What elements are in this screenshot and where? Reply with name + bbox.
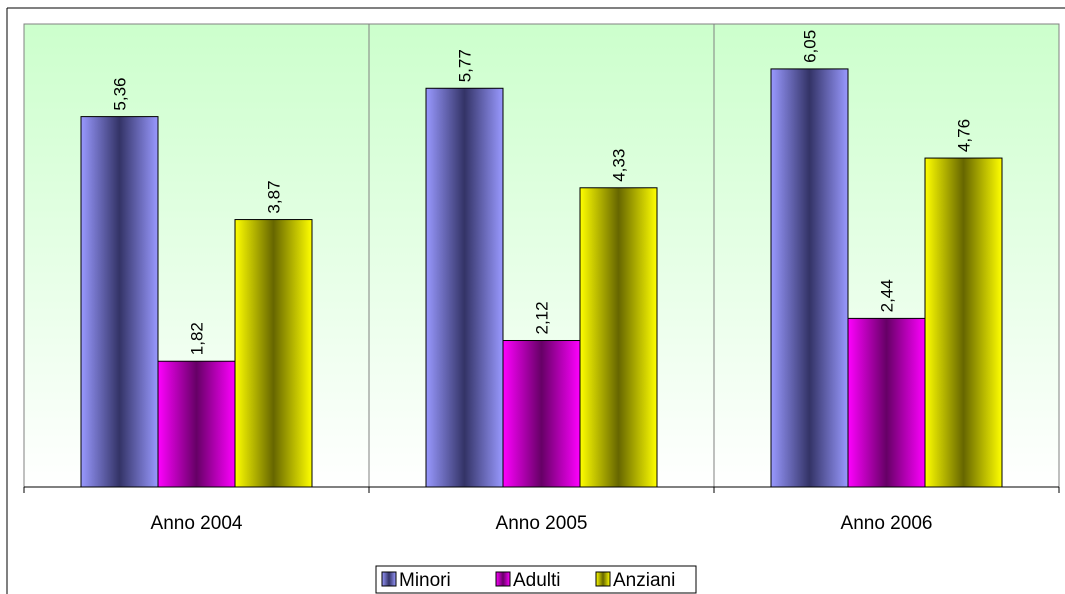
x-tick-label: Anno 2004 (151, 513, 243, 534)
bar-adulti-1 (157, 360, 236, 488)
bar-minori-3 (770, 68, 849, 488)
data-label-anziani-3: 4,76 (955, 119, 974, 152)
bar-anziani-2 (579, 187, 658, 488)
legend-label-adulti: Adulti (513, 570, 561, 591)
bar-anziani-1 (234, 219, 313, 488)
legend-label-minori: Minori (399, 570, 451, 591)
legend-swatch-anziani (595, 571, 611, 587)
x-tick-label: Anno 2006 (841, 513, 933, 534)
data-label-minori-3: 6,05 (801, 30, 820, 63)
data-label-adulti-3: 2,44 (878, 279, 897, 312)
legend-box (375, 565, 697, 594)
data-label-adulti-1: 1,82 (188, 322, 207, 355)
bar-minori-1 (80, 116, 159, 488)
bars (80, 68, 1003, 488)
data-label-adulti-2: 2,12 (533, 301, 552, 334)
bar-adulti-2 (502, 339, 581, 488)
x-tick-label: Anno 2005 (496, 513, 588, 534)
legend-label-anziani: Anziani (613, 570, 675, 591)
legend: Minori Adulti Anziani (375, 565, 697, 594)
bar-minori-2 (425, 87, 504, 488)
bar-adulti-3 (847, 317, 926, 488)
data-labels: 5,36 1,82 3,87 5,77 2,12 4,33 6,05 2,44 4,76 (111, 30, 974, 355)
data-label-anziani-2: 4,33 (610, 149, 629, 182)
data-label-anziani-1: 3,87 (265, 180, 284, 213)
bar-anziani-3 (924, 157, 1003, 488)
legend-swatch-minori (381, 571, 397, 587)
data-label-minori-1: 5,36 (111, 78, 130, 111)
data-label-minori-2: 5,77 (456, 49, 475, 82)
legend-swatch-adulti (495, 571, 511, 587)
